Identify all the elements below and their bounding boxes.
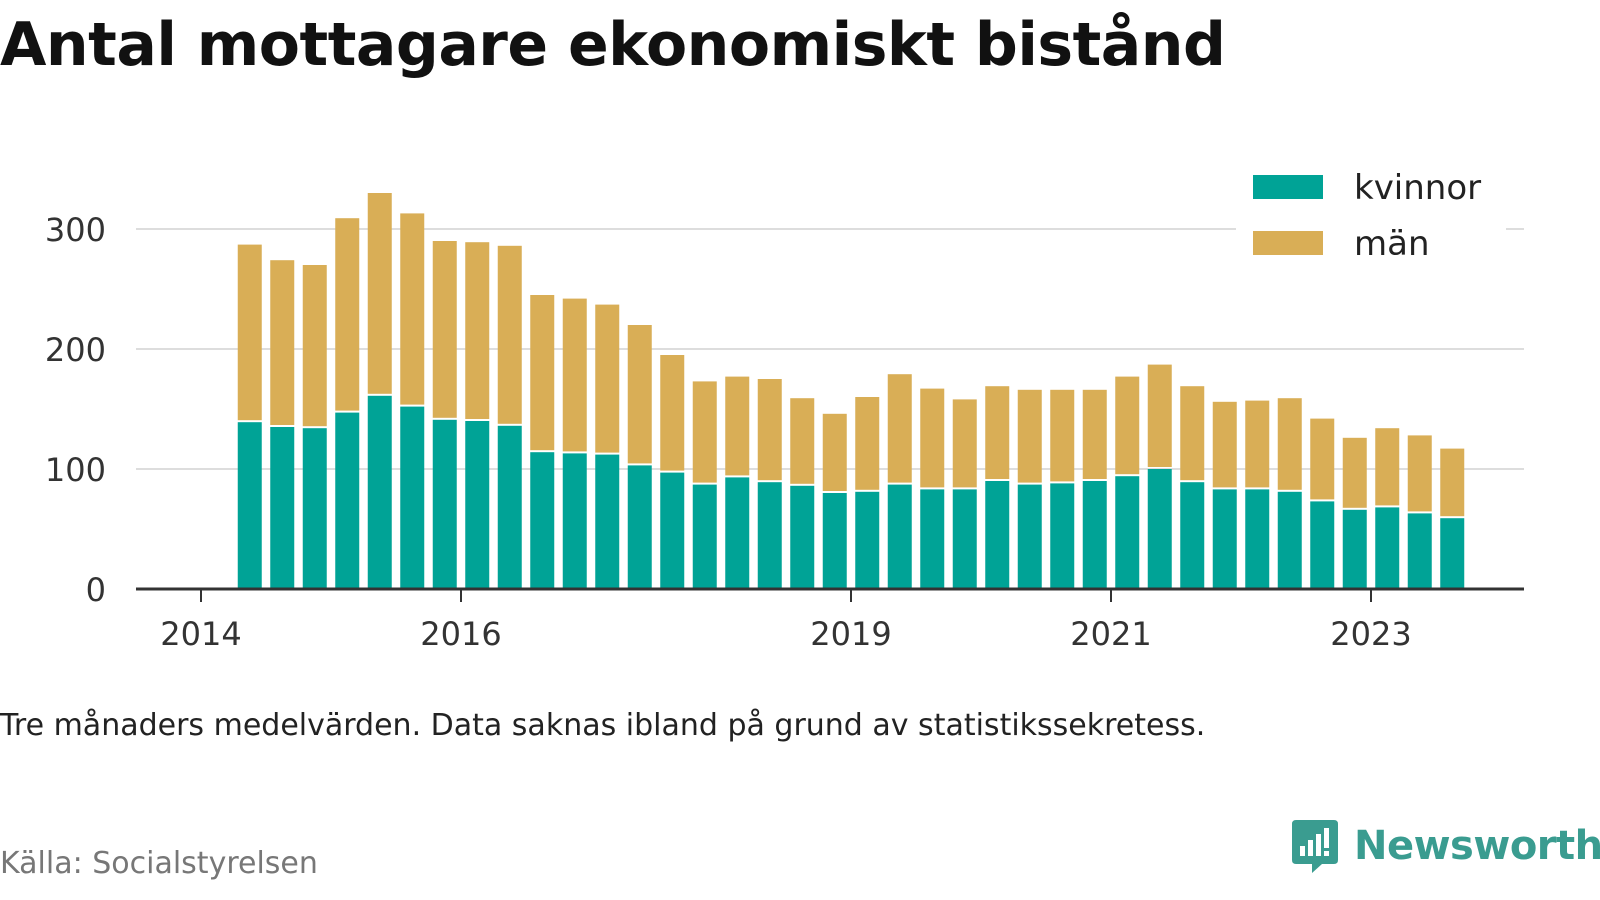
bar-kvinnor bbox=[985, 481, 1010, 589]
bar-man bbox=[562, 298, 587, 452]
bar-kvinnor bbox=[1212, 489, 1237, 589]
bar-kvinnor bbox=[920, 489, 945, 589]
bar-man bbox=[822, 413, 847, 491]
bar-man bbox=[1407, 435, 1432, 512]
bar-man bbox=[1147, 364, 1172, 467]
axes: 0 100 200 300 2014 2016 2019 2021 2023 bbox=[45, 211, 1524, 653]
legend-swatch bbox=[1253, 231, 1323, 255]
bar-kvinnor bbox=[432, 419, 457, 589]
brand-logo[interactable]: Newsworthy bbox=[1290, 818, 1600, 874]
stacked-bar-chart: 0 100 200 300 2014 2016 2019 2021 2023 kvinnor mä… bbox=[44, 160, 1524, 653]
bar-kvinnor bbox=[692, 484, 717, 589]
bar-man bbox=[920, 388, 945, 488]
bar-man bbox=[1375, 428, 1400, 506]
bar-kvinnor bbox=[757, 482, 782, 589]
x-tick-label: 2014 bbox=[160, 615, 241, 653]
bar-man bbox=[952, 399, 977, 488]
y-tick-label: 300 bbox=[45, 211, 106, 249]
bar-kvinnor bbox=[627, 465, 652, 589]
bars bbox=[237, 193, 1465, 589]
bar-kvinnor bbox=[952, 489, 977, 589]
bar-man bbox=[465, 242, 490, 419]
bar-kvinnor bbox=[530, 452, 555, 589]
bar-kvinnor bbox=[237, 422, 262, 589]
bar-man bbox=[1310, 418, 1335, 500]
bar-kvinnor bbox=[595, 454, 620, 589]
y-tick-label: 100 bbox=[45, 451, 106, 489]
bar-man bbox=[887, 374, 912, 483]
bar-kvinnor bbox=[790, 485, 815, 589]
bar-kvinnor bbox=[1115, 476, 1140, 589]
bar-kvinnor bbox=[1375, 507, 1400, 589]
bar-man bbox=[530, 295, 555, 451]
bar-man bbox=[1342, 437, 1367, 508]
bar-man bbox=[237, 244, 262, 421]
x-tick-label: 2019 bbox=[810, 615, 891, 653]
bar-kvinnor bbox=[822, 493, 847, 589]
bar-kvinnor bbox=[1342, 509, 1367, 589]
y-tick-label: 0 bbox=[86, 571, 106, 609]
bar-man bbox=[497, 245, 522, 424]
bar-kvinnor bbox=[725, 477, 750, 589]
bar-man bbox=[1277, 398, 1302, 490]
bar-man bbox=[692, 381, 717, 483]
bar-man bbox=[1050, 389, 1075, 482]
bar-man bbox=[725, 376, 750, 476]
bar-man bbox=[985, 386, 1010, 479]
bar-kvinnor bbox=[335, 412, 360, 589]
bar-man bbox=[1180, 386, 1205, 481]
bar-kvinnor bbox=[1407, 513, 1432, 589]
bar-man bbox=[367, 193, 392, 394]
bar-kvinnor bbox=[497, 425, 522, 589]
legend-swatch bbox=[1253, 175, 1323, 199]
bar-kvinnor bbox=[1440, 518, 1465, 589]
chart-title: Antal mottagare ekonomiskt bistånd bbox=[0, 10, 1226, 80]
bar-man bbox=[627, 325, 652, 464]
bar-kvinnor bbox=[1147, 469, 1172, 589]
bar-kvinnor bbox=[1082, 481, 1107, 589]
bar-man bbox=[660, 355, 685, 471]
bar-chart-speech-bubble-icon bbox=[1292, 820, 1338, 873]
bar-kvinnor bbox=[855, 491, 880, 589]
bar-kvinnor bbox=[302, 428, 327, 589]
bar-man bbox=[1440, 448, 1465, 517]
bar-man bbox=[1115, 376, 1140, 475]
legend-label: kvinnor bbox=[1354, 168, 1481, 208]
bar-man bbox=[400, 213, 425, 405]
bar-man bbox=[432, 241, 457, 418]
bar-man bbox=[1245, 400, 1270, 488]
bar-kvinnor bbox=[1310, 501, 1335, 589]
bar-kvinnor bbox=[1050, 483, 1075, 589]
x-tick-label: 2021 bbox=[1070, 615, 1151, 653]
bar-man bbox=[790, 398, 815, 484]
bar-man bbox=[302, 265, 327, 427]
bar-kvinnor bbox=[270, 427, 295, 589]
source-credit: Källa: Socialstyrelsen bbox=[0, 846, 318, 881]
bar-man bbox=[1082, 389, 1107, 479]
bar-man bbox=[1212, 401, 1237, 488]
bar-kvinnor bbox=[1277, 491, 1302, 589]
bar-man bbox=[335, 218, 360, 411]
bar-kvinnor bbox=[1245, 489, 1270, 589]
bar-man bbox=[855, 397, 880, 490]
bar-kvinnor bbox=[400, 406, 425, 589]
bar-kvinnor bbox=[887, 484, 912, 589]
legend: kvinnor män bbox=[1236, 160, 1506, 270]
footnote: Tre månaders medelvärden. Data saknas ib… bbox=[0, 708, 1206, 743]
bar-man bbox=[270, 260, 295, 425]
y-tick-label: 200 bbox=[45, 331, 106, 369]
bar-man bbox=[595, 304, 620, 453]
bar-kvinnor bbox=[465, 421, 490, 589]
bar-kvinnor bbox=[660, 472, 685, 589]
bar-kvinnor bbox=[562, 453, 587, 589]
x-tick-label: 2023 bbox=[1330, 615, 1411, 653]
bar-man bbox=[1017, 389, 1042, 483]
legend-label: män bbox=[1354, 224, 1430, 264]
bar-kvinnor bbox=[1180, 482, 1205, 589]
bar-kvinnor bbox=[1017, 484, 1042, 589]
bar-kvinnor bbox=[367, 395, 392, 589]
bar-man bbox=[757, 379, 782, 481]
x-tick-label: 2016 bbox=[420, 615, 501, 653]
brand-name: Newsworthy bbox=[1354, 823, 1600, 869]
